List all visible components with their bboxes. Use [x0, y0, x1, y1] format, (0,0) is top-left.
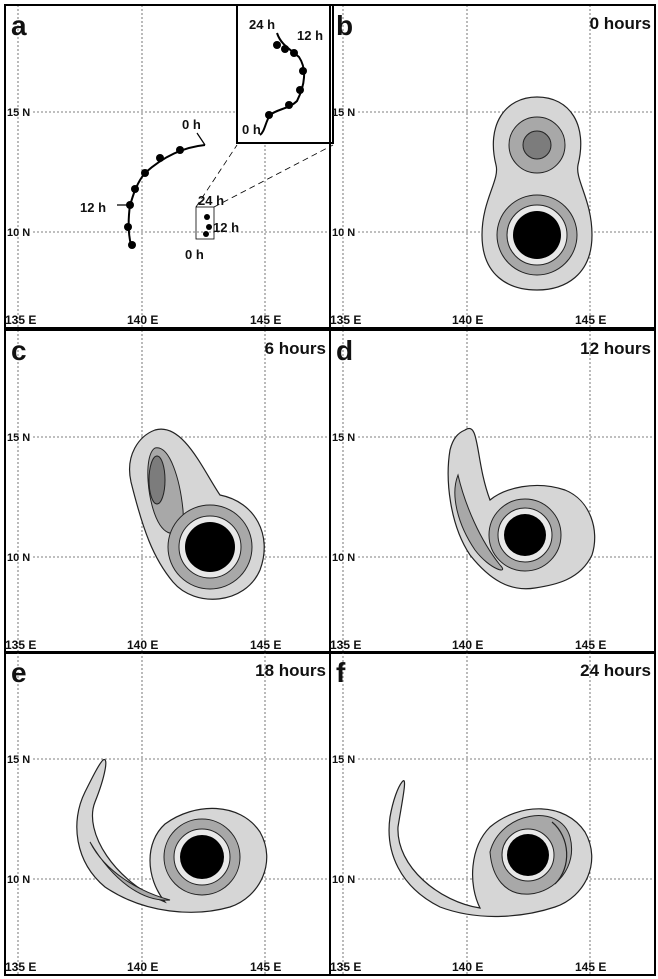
- lon-label: 140 E: [452, 638, 483, 652]
- panel-frame: [329, 651, 656, 976]
- panel: 135 E 140 E 145 E 15 N 10 N b 0 hours: [329, 4, 656, 329]
- lon-label: 140 E: [452, 313, 483, 327]
- lat-label: 10 N: [7, 552, 30, 564]
- lat-label: 15 N: [7, 432, 30, 444]
- panel-letter: b: [336, 10, 353, 41]
- panel: 135 E 140 E 145 E 15 N 10 N f 24 hours: [329, 651, 656, 976]
- lat-label: 10 N: [332, 552, 355, 564]
- track-label: 24 h: [198, 193, 224, 208]
- panel-letter: f: [336, 657, 346, 688]
- track-label: 0 h: [182, 117, 201, 132]
- lon-label: 140 E: [127, 960, 158, 974]
- inset-label: 12 h: [297, 28, 323, 43]
- time-label: 6 hours: [265, 339, 326, 358]
- panel-letter: a: [11, 10, 27, 41]
- panel: 0 h 12 h 24 h 12 h 0 h 24 h 12 h 0 h 135…: [4, 4, 334, 329]
- lat-label: 15 N: [7, 107, 30, 119]
- lat-label: 15 N: [7, 754, 30, 766]
- time-label: 18 hours: [255, 661, 326, 680]
- track-points: [124, 146, 212, 249]
- lon-label: 140 E: [127, 638, 158, 652]
- track-label: 12 h: [80, 200, 106, 215]
- grid: [17, 652, 330, 975]
- track-label: 0 h: [185, 247, 204, 262]
- lat-label: 15 N: [332, 107, 355, 119]
- lon-label: 135 E: [5, 638, 36, 652]
- lon-label: 135 E: [5, 960, 36, 974]
- panel-letter: c: [11, 335, 27, 366]
- panel: 135 E 140 E 145 E 15 N 10 N c 6 hours: [4, 329, 331, 654]
- panel-letter: e: [11, 657, 27, 688]
- lon-label: 145 E: [575, 638, 606, 652]
- lon-label: 145 E: [575, 313, 606, 327]
- inset-label: 24 h: [249, 17, 275, 32]
- lon-label: 135 E: [330, 960, 361, 974]
- track-label: 12 h: [213, 220, 239, 235]
- lon-label: 145 E: [250, 960, 281, 974]
- lon-label: 135 E: [5, 313, 36, 327]
- lon-label: 145 E: [250, 638, 281, 652]
- zoom-box: [195, 206, 215, 240]
- lon-label: 135 E: [330, 313, 361, 327]
- lon-label: 145 E: [575, 960, 606, 974]
- lat-label: 10 N: [332, 874, 355, 886]
- time-label: 12 hours: [580, 339, 651, 358]
- inset-label: 0 h: [242, 122, 261, 137]
- panel-frame: [329, 4, 656, 329]
- panel-letter: d: [336, 335, 353, 366]
- lat-label: 15 N: [332, 754, 355, 766]
- zoom-lines: [195, 144, 334, 208]
- time-label: 24 hours: [580, 661, 651, 680]
- lon-label: 145 E: [250, 313, 281, 327]
- inset-points: [265, 41, 307, 119]
- lat-label: 10 N: [7, 227, 30, 239]
- lon-label: 140 E: [452, 960, 483, 974]
- panel: 135 E 140 E 145 E 15 N 10 N d 12 hours: [329, 329, 656, 654]
- lon-label: 140 E: [127, 313, 158, 327]
- lat-label: 15 N: [332, 432, 355, 444]
- label-ticks: [117, 132, 206, 206]
- lat-label: 10 N: [7, 874, 30, 886]
- time-label: 0 hours: [590, 14, 651, 33]
- lat-label: 10 N: [332, 227, 355, 239]
- lon-label: 135 E: [330, 638, 361, 652]
